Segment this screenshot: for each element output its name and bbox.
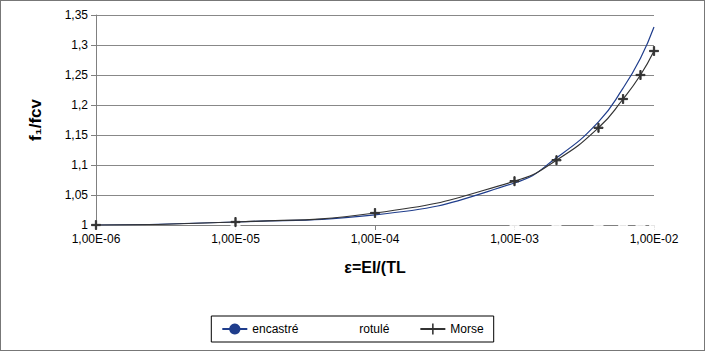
svg-text:1,3: 1,3 xyxy=(71,38,88,52)
svg-text:1,00E-04: 1,00E-04 xyxy=(351,232,400,246)
svg-text:Morse: Morse xyxy=(450,322,484,336)
svg-text:1,00E-02: 1,00E-02 xyxy=(630,232,679,246)
svg-text:1,2: 1,2 xyxy=(71,98,88,112)
svg-text:encastré: encastré xyxy=(252,322,298,336)
svg-text:1,35: 1,35 xyxy=(65,8,89,22)
svg-text:1,1: 1,1 xyxy=(71,158,88,172)
svg-text:1,15: 1,15 xyxy=(65,128,89,142)
svg-text:1,00E-05: 1,00E-05 xyxy=(211,232,260,246)
svg-text:rotulé: rotulé xyxy=(359,322,389,336)
svg-text:1,00E-06: 1,00E-06 xyxy=(72,232,121,246)
svg-text:1: 1 xyxy=(81,218,88,232)
svg-text:f₁/fcv: f₁/fcv xyxy=(26,98,45,141)
svg-text:1,25: 1,25 xyxy=(65,68,89,82)
svg-text:ε=EI/(TL: ε=EI/(TL xyxy=(344,259,406,276)
svg-text:1,00E-03: 1,00E-03 xyxy=(490,232,539,246)
svg-text:1,05: 1,05 xyxy=(65,188,89,202)
